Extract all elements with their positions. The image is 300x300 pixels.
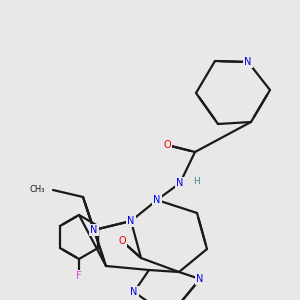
Text: F: F — [76, 271, 82, 281]
Text: H: H — [193, 178, 200, 187]
Text: O: O — [118, 236, 126, 246]
Text: N: N — [176, 178, 184, 188]
Text: CH₃: CH₃ — [29, 185, 45, 194]
Text: N: N — [244, 57, 252, 67]
Text: N: N — [196, 274, 204, 284]
Text: N: N — [127, 216, 135, 226]
Text: N: N — [130, 287, 138, 297]
Text: N: N — [153, 195, 161, 205]
Text: N: N — [90, 225, 98, 235]
Text: O: O — [163, 140, 171, 150]
